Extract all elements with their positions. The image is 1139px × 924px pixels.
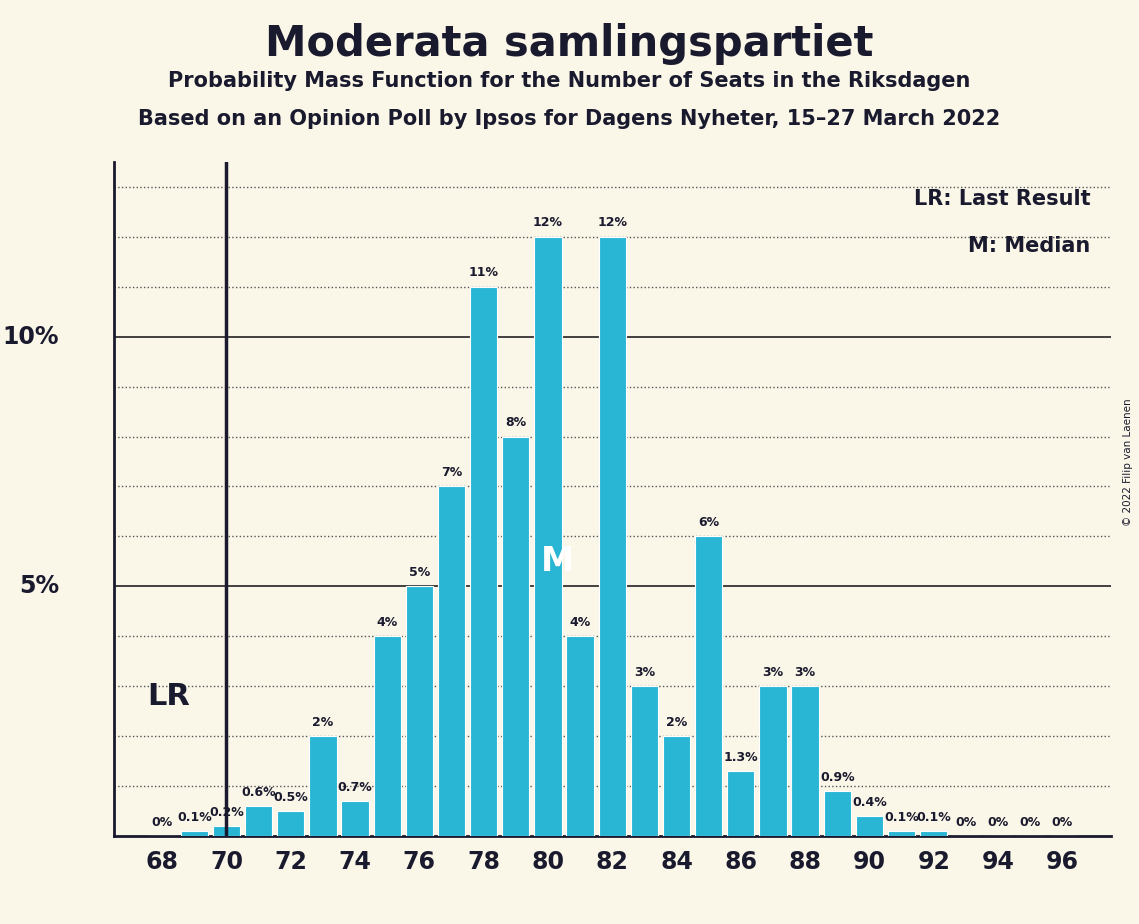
Text: 5%: 5% bbox=[409, 565, 429, 579]
Bar bbox=[663, 736, 690, 836]
Bar bbox=[437, 486, 465, 836]
Text: 0.7%: 0.7% bbox=[337, 781, 372, 794]
Bar bbox=[792, 687, 819, 836]
Bar bbox=[695, 537, 722, 836]
Bar bbox=[855, 816, 883, 836]
Bar bbox=[181, 832, 208, 836]
Text: 0.1%: 0.1% bbox=[177, 810, 212, 823]
Bar bbox=[631, 687, 658, 836]
Text: 12%: 12% bbox=[533, 216, 563, 229]
Text: 0%: 0% bbox=[988, 816, 1009, 829]
Text: 0.6%: 0.6% bbox=[241, 785, 276, 798]
Text: LR: Last Result: LR: Last Result bbox=[913, 188, 1091, 209]
Text: 2%: 2% bbox=[666, 716, 687, 729]
Text: Probability Mass Function for the Number of Seats in the Riksdagen: Probability Mass Function for the Number… bbox=[169, 71, 970, 91]
Bar bbox=[920, 832, 948, 836]
Text: 0.5%: 0.5% bbox=[273, 791, 308, 804]
Text: 6%: 6% bbox=[698, 516, 719, 529]
Text: 4%: 4% bbox=[570, 616, 591, 629]
Text: 12%: 12% bbox=[597, 216, 628, 229]
Bar bbox=[213, 826, 240, 836]
Text: M: Median: M: Median bbox=[968, 236, 1091, 256]
Text: 0%: 0% bbox=[1019, 816, 1041, 829]
Text: 0.1%: 0.1% bbox=[917, 810, 951, 823]
Text: M: M bbox=[541, 545, 574, 578]
Text: 3%: 3% bbox=[633, 666, 655, 679]
Bar bbox=[245, 807, 272, 836]
Text: 3%: 3% bbox=[795, 666, 816, 679]
Text: Based on an Opinion Poll by Ipsos for Dagens Nyheter, 15–27 March 2022: Based on an Opinion Poll by Ipsos for Da… bbox=[138, 109, 1001, 129]
Text: LR: LR bbox=[147, 682, 190, 711]
Text: 1.3%: 1.3% bbox=[723, 751, 759, 764]
Text: 8%: 8% bbox=[506, 416, 526, 429]
Bar bbox=[502, 436, 530, 836]
Bar bbox=[405, 587, 433, 836]
Text: 7%: 7% bbox=[441, 466, 462, 479]
Text: 3%: 3% bbox=[762, 666, 784, 679]
Bar bbox=[309, 736, 336, 836]
Text: 0%: 0% bbox=[956, 816, 976, 829]
Text: Moderata samlingspartiet: Moderata samlingspartiet bbox=[265, 23, 874, 65]
Text: © 2022 Filip van Laenen: © 2022 Filip van Laenen bbox=[1123, 398, 1133, 526]
Text: 0.9%: 0.9% bbox=[820, 771, 854, 784]
Text: 4%: 4% bbox=[377, 616, 398, 629]
Text: 0.2%: 0.2% bbox=[210, 806, 244, 819]
Bar bbox=[534, 237, 562, 836]
Bar bbox=[888, 832, 916, 836]
Text: 0.4%: 0.4% bbox=[852, 796, 887, 808]
Bar bbox=[566, 637, 593, 836]
Bar bbox=[727, 772, 754, 836]
Bar bbox=[342, 801, 369, 836]
Bar bbox=[599, 237, 625, 836]
Text: 5%: 5% bbox=[19, 575, 59, 599]
Text: 11%: 11% bbox=[468, 266, 499, 279]
Bar bbox=[277, 811, 304, 836]
Bar bbox=[823, 791, 851, 836]
Bar bbox=[470, 286, 498, 836]
Text: 2%: 2% bbox=[312, 716, 334, 729]
Text: 0%: 0% bbox=[151, 816, 173, 829]
Text: 0%: 0% bbox=[1051, 816, 1073, 829]
Text: 10%: 10% bbox=[2, 324, 59, 348]
Text: 0.1%: 0.1% bbox=[884, 810, 919, 823]
Bar bbox=[760, 687, 787, 836]
Bar bbox=[374, 637, 401, 836]
